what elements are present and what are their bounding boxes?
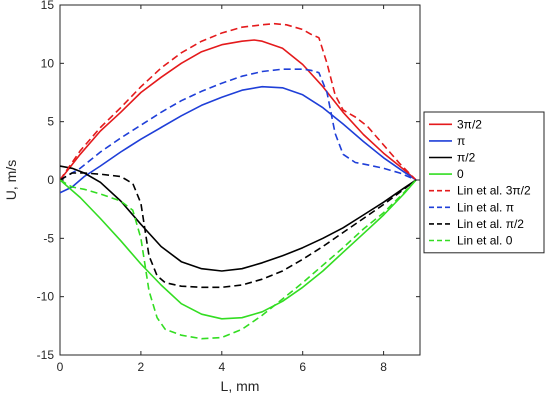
y-axis-label: U, m/s <box>3 160 19 200</box>
legend-entry-label: Lin et al. π <box>457 200 514 214</box>
x-tick-label: 6 <box>299 360 306 374</box>
y-tick-label: 0 <box>47 173 54 187</box>
legend-entry-label: π <box>457 134 465 148</box>
legend-entry-label: Lin et al. 3π/2 <box>457 184 531 198</box>
series-line-3 <box>60 165 417 272</box>
legend: 3π/2 π π/2 0 Lin et al. 3π/2 Lin et al. π Lin … <box>423 111 545 254</box>
plot-frame <box>59 4 421 356</box>
x-tick-label: 4 <box>218 360 225 374</box>
series-line-8 <box>60 179 417 340</box>
y-tick-label: 5 <box>47 115 54 129</box>
series-line-6 <box>60 68 417 181</box>
series-line-2 <box>60 85 417 194</box>
series-line-5 <box>60 22 417 181</box>
legend-box <box>423 111 545 254</box>
x-tick-label: 0 <box>57 360 64 374</box>
series-line-4 <box>60 179 417 320</box>
legend-entry-label: π/2 <box>457 151 476 165</box>
y-tick-label: -10 <box>37 290 55 304</box>
y-tick-label: -5 <box>43 231 54 245</box>
y-tick-label: 10 <box>41 56 55 70</box>
y-tick-label: 15 <box>41 0 55 12</box>
legend-entry-label: 3π/2 <box>457 117 482 131</box>
legend-entry-label: 0 <box>457 167 464 181</box>
plot-area: 0 2 4 6 8 -15 -10 -5 0 5 10 15 <box>37 0 421 374</box>
y-tick-label: -15 <box>37 348 55 362</box>
x-tick-label: 2 <box>138 360 145 374</box>
series-line-1 <box>60 39 417 181</box>
series-line-7 <box>60 172 417 289</box>
x-tick-label: 8 <box>380 360 387 374</box>
legend-entry-label: Lin et al. 0 <box>457 234 513 248</box>
legend-entry-label: Lin et al. π/2 <box>457 217 524 231</box>
x-axis-label: L, mm <box>221 378 260 394</box>
